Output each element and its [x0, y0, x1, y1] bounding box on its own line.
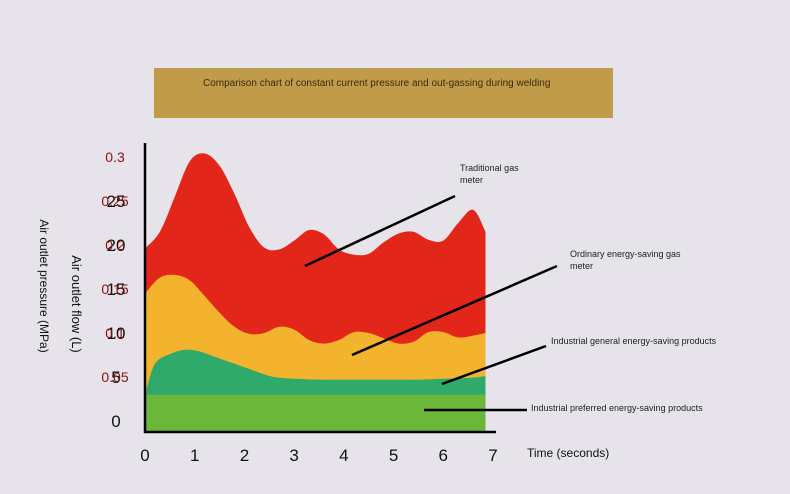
annotation-label-1: Traditional gas meter — [460, 163, 519, 185]
x-tick-label: 7 — [488, 446, 497, 465]
y2-tick-label: 0.15 — [101, 281, 128, 297]
chart-title-box: Comparison chart of constant current pre… — [154, 68, 613, 118]
annotation-pointer-1 — [304, 194, 456, 268]
x-tick-label: 4 — [339, 446, 348, 465]
y2-tick-label: 0.1 — [105, 325, 125, 341]
y-tick-label: 0 — [111, 412, 120, 431]
x-tick-label: 3 — [289, 446, 298, 465]
annotation-label-3: Industrial general energy-saving product… — [551, 336, 717, 346]
y-tick-label: 10 — [107, 324, 126, 343]
y-tick-label: 25 — [107, 192, 126, 211]
y-tick-label: 5 — [111, 368, 120, 387]
annotation-label-4: Industrial preferred energy-saving produ… — [531, 403, 703, 413]
chart-title: Comparison chart of constant current pre… — [203, 78, 551, 89]
y2-axis-label: Air outlet pressure (MPa) — [37, 219, 51, 352]
x-tick-label: 1 — [190, 446, 199, 465]
x-axis-label: Time (seconds) — [527, 446, 609, 460]
y-tick-label: 15 — [107, 280, 126, 299]
x-tick-label: 5 — [389, 446, 398, 465]
y2-tick-label: 0.25 — [101, 193, 128, 209]
y-tick-label: 20 — [107, 236, 126, 255]
annotation-pointer-2 — [351, 264, 558, 357]
annotation-pointer-3 — [441, 344, 547, 386]
y2-tick-label: 0.3 — [105, 149, 125, 165]
y2-tick-label: 0.2 — [105, 237, 125, 253]
x-tick-label: 0 — [140, 446, 149, 465]
y-axis-label: Air outlet flow (L) — [69, 255, 84, 353]
y2-tick-label: 0.05 — [101, 369, 128, 385]
x-tick-label: 2 — [240, 446, 249, 465]
area-series-4 — [145, 394, 486, 432]
x-tick-label: 6 — [439, 446, 448, 465]
annotation-label-2: Ordinary energy-saving gas meter — [570, 249, 681, 271]
